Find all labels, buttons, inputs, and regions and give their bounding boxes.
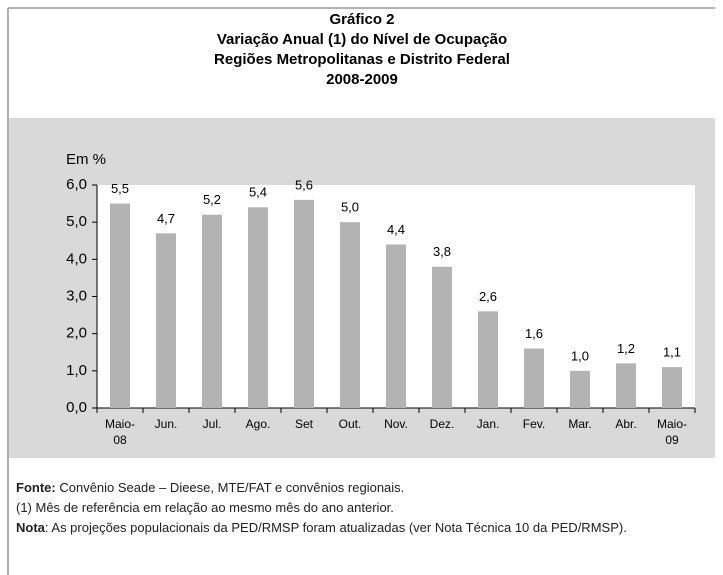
source: Fonte: Convênio Seade – Dieese, MTE/FAT … (16, 478, 706, 498)
bar (570, 370, 590, 408)
value-label: 4,4 (387, 222, 405, 237)
note-text: : As projeções populacionais da PED/RMSP… (44, 520, 627, 535)
value-label: 1,1 (663, 345, 681, 360)
x-tick-label: Dez. (430, 417, 455, 431)
chart-title: 2008-2009 (326, 71, 398, 88)
y-tick-label: 5,0 (66, 213, 87, 230)
x-tick-label: Abr. (615, 417, 636, 431)
bar (340, 222, 360, 408)
bar (432, 266, 452, 408)
source-label: Fonte: (16, 480, 56, 495)
x-tick-label: Out. (339, 417, 362, 431)
y-axis-label: Em % (66, 151, 106, 168)
value-label: 5,2 (203, 192, 221, 207)
bar (478, 311, 498, 408)
bar (386, 244, 406, 408)
bar (524, 348, 544, 408)
bar (248, 207, 268, 408)
bar (662, 367, 682, 408)
value-label: 3,8 (433, 244, 451, 259)
x-tick-label: Ago. (246, 417, 271, 431)
note-label: Nota (16, 520, 45, 535)
bar (294, 199, 314, 408)
note1: (1) Mês de referência em relação ao mesm… (16, 500, 394, 515)
x-tick-label: Maio-08 (105, 417, 135, 447)
x-tick-label: Set (295, 417, 314, 431)
value-label: 2,6 (479, 289, 497, 304)
bar (202, 214, 222, 408)
value-label: 5,6 (295, 177, 313, 192)
chart-title: Gráfico 2 (329, 11, 394, 28)
y-tick-label: 2,0 (66, 325, 87, 342)
y-tick-label: 3,0 (66, 287, 87, 304)
value-label: 1,0 (571, 348, 589, 363)
bar (156, 233, 176, 408)
y-tick-label: 0,0 (66, 399, 87, 416)
x-tick-label: Maio-09 (657, 417, 687, 447)
bar (616, 363, 636, 408)
source-text: Convênio Seade – Dieese, MTE/FAT e convê… (59, 480, 405, 495)
bar (110, 203, 130, 408)
y-tick-label: 4,0 (66, 250, 87, 267)
x-tick-label: Jun. (155, 417, 178, 431)
chart-title: Regiões Metropolitanas e Distrito Federa… (214, 51, 510, 68)
y-tick-label: 1,0 (66, 362, 87, 379)
value-label: 5,0 (341, 200, 359, 215)
x-tick-label: Fev. (523, 417, 545, 431)
value-label: 5,5 (111, 181, 129, 196)
value-label: 1,6 (525, 326, 543, 341)
chart-title: Variação Anual (1) do Nível de Ocupação (217, 31, 507, 48)
x-tick-label: Mar. (568, 417, 591, 431)
note: Nota: As projeções populacionais da PED/… (16, 518, 706, 538)
x-tick-label: Nov. (384, 417, 408, 431)
x-tick-label: Jul. (203, 417, 222, 431)
value-label: 5,4 (249, 185, 267, 200)
value-label: 1,2 (617, 341, 635, 356)
x-tick-label: Jan. (477, 417, 500, 431)
y-tick-label: 6,0 (66, 176, 87, 193)
value-label: 4,7 (157, 211, 175, 226)
footer: Fonte: Convênio Seade – Dieese, MTE/FAT … (16, 478, 706, 538)
